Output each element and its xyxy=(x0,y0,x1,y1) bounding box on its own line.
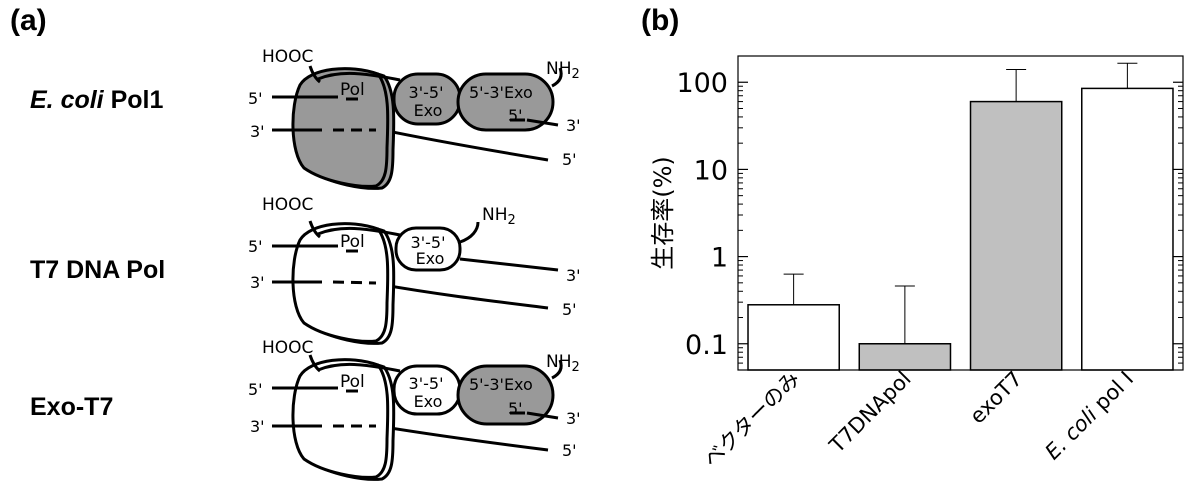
pol-label: Pol xyxy=(340,372,365,392)
right-3prime-label: 3' xyxy=(566,116,581,135)
x-tick-label-text: T7DNApol xyxy=(824,367,916,459)
nh2-label: NH2 xyxy=(546,352,580,375)
panel-b-label: (b) xyxy=(641,4,680,37)
linker-line xyxy=(317,71,401,82)
y-tick-label: 1 xyxy=(711,243,728,274)
left-top-5prime-label: 5' xyxy=(248,380,263,399)
inner-5prime-label: 5' xyxy=(508,399,523,418)
nh2-label: NH2 xyxy=(546,59,580,82)
x-tick-label-text: ベクターのみ xyxy=(699,367,804,472)
panel-a-label: (a) xyxy=(10,4,47,37)
nh2-label: NH2 xyxy=(482,205,516,228)
hooc-tail xyxy=(308,220,321,239)
hooc-label: HOOC xyxy=(262,195,313,215)
left-top-5prime-label: 5' xyxy=(248,237,263,256)
nh2-tail xyxy=(551,359,563,380)
hooc-label: HOOC xyxy=(262,338,313,358)
hooc-tail xyxy=(308,354,321,373)
bar xyxy=(747,304,840,371)
y-tick-label: 100 xyxy=(676,68,728,99)
y-tick-label: 10 xyxy=(694,155,728,186)
x-tick-label: exoT7 xyxy=(965,367,1027,429)
dna-template-right xyxy=(459,257,559,272)
dna-right-lower-strand xyxy=(377,127,549,162)
dna-right-lower-strand xyxy=(377,424,549,452)
pol-label: Pol xyxy=(340,232,365,252)
hooc-tail xyxy=(308,65,321,84)
exo35-domain xyxy=(394,226,462,272)
schematic-exo-t7: HOOC NH2 Pol 3'-5' Exo 5'-3'Exo 5' 5' 3'… xyxy=(248,338,581,481)
exo35-label-line2: Exo xyxy=(416,249,445,268)
exo53-domain xyxy=(456,72,555,132)
row-label-ecoli-italic: E. coli xyxy=(30,86,104,114)
x-tick-label-text: exoT7 xyxy=(965,367,1027,429)
dna-right-upper-strand xyxy=(526,411,559,420)
x-tick-label: ベクターのみ xyxy=(699,367,804,472)
right-3prime-label: 3' xyxy=(566,266,581,285)
y-tick-label: 0.1 xyxy=(685,330,728,361)
schematic-t7-dna-pol: HOOC NH2 Pol 3'-5' Exo 5' 3' 3' 5' xyxy=(248,195,581,345)
row-label-t7-dna-pol: T7 DNA Pol xyxy=(30,256,166,284)
dna-dashed-pol xyxy=(332,280,377,285)
exo35-label-line1: 3'-5' xyxy=(411,233,446,252)
inner-5prime-label: 5' xyxy=(508,106,523,125)
schematic-ecoli-pol1: HOOC NH2 Pol 3'-5' Exo 5'-3'Exo 5' 5' 3'… xyxy=(248,47,581,190)
exo35-label-line1: 3'-5' xyxy=(409,374,444,393)
left-bottom-3prime-label: 3' xyxy=(250,122,265,141)
row-label-exo-t7: Exo-T7 xyxy=(30,393,114,421)
row-label-ecoli-pol1: E. coli Pol1 xyxy=(30,86,163,115)
x-tick-label: T7DNApol xyxy=(824,367,916,459)
exo35-label-line2: Exo xyxy=(414,392,443,411)
right-5prime-label: 5' xyxy=(562,150,577,169)
polymerase-schematics: HOOC NH2 Pol 3'-5' Exo 5'-3'Exo 5' 5' 3'… xyxy=(248,47,581,481)
dna-right-lower-strand xyxy=(377,282,549,310)
exo35-label-line2: Exo xyxy=(414,101,443,120)
x-tick-label-text: pol I xyxy=(1085,367,1138,420)
bar xyxy=(858,343,952,371)
dna-right-upper-strand xyxy=(526,118,559,127)
plot-frame xyxy=(737,55,1184,371)
row-label-ecoli-rest: Pol1 xyxy=(103,86,164,114)
exo53-label: 5'-3'Exo xyxy=(469,83,533,102)
right-5prime-label: 5' xyxy=(562,441,577,460)
exo35-label-line1: 3'-5' xyxy=(409,83,444,102)
x-tick-label: E. coli pol I xyxy=(1040,367,1138,465)
right-5prime-label: 5' xyxy=(562,300,577,319)
bar xyxy=(969,100,1063,371)
right-3prime-label: 3' xyxy=(566,409,581,428)
hooc-label: HOOC xyxy=(262,47,313,67)
left-top-5prime-label: 5' xyxy=(248,89,263,108)
exo53-domain xyxy=(456,364,555,426)
nh2-tail xyxy=(459,221,480,244)
y-axis-label: 生存率(%) xyxy=(649,156,677,270)
left-bottom-3prime-label: 3' xyxy=(250,417,265,436)
linker-line xyxy=(317,226,401,237)
exo53-label: 5'-3'Exo xyxy=(469,375,533,394)
pol-label: Pol xyxy=(340,80,365,100)
nh2-tail xyxy=(551,67,563,88)
left-bottom-3prime-label: 3' xyxy=(250,273,265,292)
bar xyxy=(1081,87,1174,371)
linker-line xyxy=(317,362,401,373)
